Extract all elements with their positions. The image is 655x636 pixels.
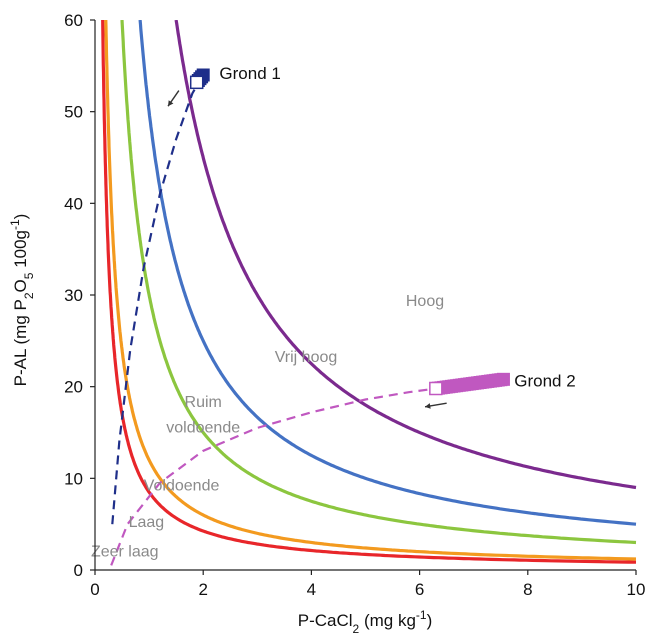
x-tick-label: 0	[90, 580, 99, 599]
region-label: Voldoende	[144, 477, 220, 494]
boundary-curve-4	[138, 20, 637, 526]
y-tick-label: 30	[64, 286, 83, 305]
y-tick-label: 50	[64, 103, 83, 122]
region-label: Hoog	[406, 293, 444, 310]
x-axis-title: P-CaCl2 (mg kg-1)	[298, 608, 433, 636]
y-ticks: 0 10 20 30 40 50 60	[64, 11, 95, 580]
soil-label: Grond 2	[514, 371, 575, 390]
soil-path-line	[111, 83, 199, 525]
boundary-curve-1	[101, 20, 637, 564]
y-tick-label: 40	[64, 194, 83, 213]
boundary-curve-3	[120, 20, 637, 545]
x-tick-label: 10	[627, 580, 646, 599]
x-tick-label: 2	[198, 580, 207, 599]
arrow-head-icon	[168, 100, 174, 107]
soil-start-marker	[429, 381, 443, 396]
y-tick-label: 20	[64, 378, 83, 397]
region-label: Ruim	[185, 394, 222, 411]
region-label: Vrij hoog	[275, 349, 338, 366]
x-tick-label: 4	[307, 580, 316, 599]
y-tick-label: 0	[74, 561, 83, 580]
soil-path-line	[110, 387, 436, 566]
soil-paths: Grond 1 Grond 2	[110, 64, 576, 566]
region-labels: Zeer laag Laag Voldoende Ruim voldoende Vrij …	[91, 293, 444, 560]
arrow-head-icon	[425, 403, 431, 409]
soil-start-marker	[189, 75, 204, 90]
y-axis-title: P-AL (mg P2O5 100g-1)	[8, 214, 36, 387]
boundary-curve-5	[174, 20, 637, 490]
x-tick-label: 6	[415, 580, 424, 599]
soil-label: Grond 1	[219, 64, 280, 83]
region-label: Laag	[129, 514, 165, 531]
x-tick-label: 8	[523, 580, 532, 599]
boundary-curve-2	[104, 20, 637, 561]
region-label: Zeer laag	[91, 543, 159, 560]
y-tick-label: 60	[64, 11, 83, 30]
region-label: voldoende	[166, 420, 240, 437]
y-tick-label: 10	[64, 469, 83, 488]
x-ticks: 0 2 4 6 8 10	[90, 570, 645, 599]
boundary-curves	[101, 20, 637, 564]
